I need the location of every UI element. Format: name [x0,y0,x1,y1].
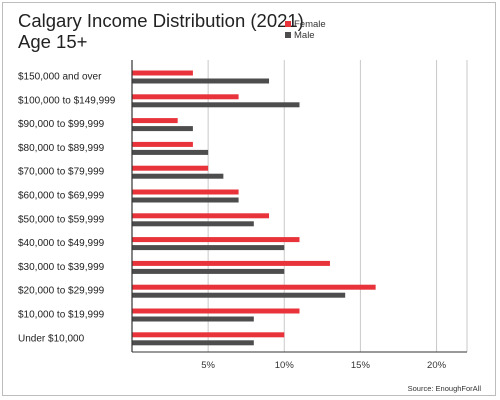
bar-female [132,237,300,243]
x-tick-label: 15% [351,360,371,371]
bar-male [132,102,300,108]
category-label: $70,000 to $79,999 [18,167,105,178]
chart-frame [2,2,496,396]
category-label: $10,000 to $19,999 [18,310,105,321]
bar-male [132,340,254,346]
label-layer: 5% 10% 15% 20% $150,000 and over $100,000 to … [18,72,447,372]
chart-title-line-1: Calgary Income Distribution (2021) [18,10,304,31]
bar-male [132,245,285,251]
legend-label-male: Male [294,30,315,41]
bar-female [132,118,178,124]
category-label: $150,000 and over [18,72,102,83]
bar-female [132,94,239,100]
bar-male [132,78,270,84]
x-tick-label: 20% [427,360,447,371]
bar-female [132,284,376,290]
legend-swatch-female [285,21,291,27]
bar-male [132,173,224,179]
grid-layer [207,60,468,352]
category-label: $50,000 to $59,999 [18,214,105,225]
legend-swatch-male [285,32,291,38]
category-label: $100,000 to $149,999 [18,95,116,106]
bar-female [132,165,209,171]
bar-female [132,213,270,219]
bar-female [132,141,193,147]
category-label: Under $10,000 [18,333,85,344]
axis-layer [131,60,467,353]
bar-layer [132,70,376,346]
legend-item-female: Female [285,19,326,30]
chart-title-line-2: Age 15+ [18,31,88,52]
bar-female [132,332,285,338]
category-label: $40,000 to $49,999 [18,238,105,249]
bar-male [132,126,193,132]
bar-male [132,268,285,274]
bar-male [132,292,346,298]
bar-female [132,189,239,195]
bar-male [132,316,254,322]
category-label: $90,000 to $99,999 [18,119,105,130]
bar-female [132,308,300,314]
category-label: $20,000 to $29,999 [18,286,105,297]
category-label: $60,000 to $69,999 [18,191,105,202]
chart-title: Calgary Income Distribution (2021) Age 1… [18,10,304,52]
bar-male [132,149,209,155]
x-tick-label: 10% [275,360,295,371]
legend-label-female: Female [294,19,326,30]
x-tick-label: 5% [201,360,215,371]
bar-male [132,221,254,227]
bar-female [132,260,330,266]
source-note: Source: EnoughForAll [408,384,482,393]
chart-legend: Female Male [285,19,326,41]
bar-female [132,70,193,76]
legend-item-male: Male [285,30,326,41]
category-label: $80,000 to $89,999 [18,143,105,154]
bar-male [132,197,239,203]
category-label: $30,000 to $39,999 [18,262,105,273]
